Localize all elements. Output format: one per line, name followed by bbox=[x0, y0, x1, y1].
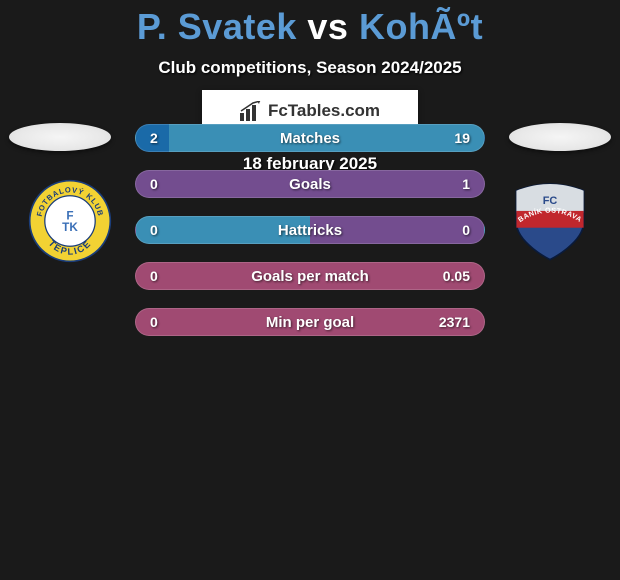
title-sep: vs bbox=[307, 6, 348, 47]
svg-text:FC: FC bbox=[543, 195, 558, 207]
banik-crest-icon: FC BANÍK OSTRAVA bbox=[500, 179, 600, 263]
stat-left-value: 0 bbox=[150, 268, 158, 284]
team-crest-right: FC BANÍK OSTRAVA bbox=[500, 179, 600, 263]
branding-text: FcTables.com bbox=[268, 101, 380, 121]
title-right: KohÃºt bbox=[359, 6, 483, 47]
stat-label: Goals bbox=[136, 176, 484, 193]
infographic-root: P. Svatek vs KohÃºt Club competitions, S… bbox=[0, 0, 620, 580]
chart-icon bbox=[240, 101, 262, 121]
player-photo-left-placeholder bbox=[9, 123, 111, 151]
stat-label: Hattricks bbox=[136, 222, 484, 239]
stat-left-value: 2 bbox=[150, 130, 158, 146]
stat-row: 0Goals1 bbox=[135, 170, 485, 198]
stat-row: 0Hattricks0 bbox=[135, 216, 485, 244]
teplice-crest-icon: FOTBALOVÝ KLUB TEPLICE F TK bbox=[20, 179, 120, 263]
page-title: P. Svatek vs KohÃºt bbox=[0, 0, 620, 48]
stat-row: 2Matches19 bbox=[135, 124, 485, 152]
stat-left-value: 0 bbox=[150, 176, 158, 192]
stat-right-value: 19 bbox=[454, 130, 470, 146]
team-crest-left: FOTBALOVÝ KLUB TEPLICE F TK bbox=[20, 179, 120, 263]
stats-rows: 2Matches190Goals10Hattricks00Goals per m… bbox=[135, 124, 485, 354]
subtitle: Club competitions, Season 2024/2025 bbox=[0, 58, 620, 78]
svg-text:TK: TK bbox=[62, 221, 78, 234]
stat-right-value: 2371 bbox=[439, 314, 470, 330]
stat-row: 0Goals per match0.05 bbox=[135, 262, 485, 290]
stat-left-value: 0 bbox=[150, 314, 158, 330]
stat-row: 0Min per goal2371 bbox=[135, 308, 485, 336]
stat-right-value: 0 bbox=[462, 222, 470, 238]
stat-left-value: 0 bbox=[150, 222, 158, 238]
stat-right-value: 1 bbox=[462, 176, 470, 192]
stat-label: Goals per match bbox=[136, 268, 484, 285]
stat-right-value: 0.05 bbox=[443, 268, 470, 284]
stat-label: Min per goal bbox=[136, 314, 484, 331]
stat-label: Matches bbox=[136, 130, 484, 147]
player-photo-right-placeholder bbox=[509, 123, 611, 151]
title-left: P. Svatek bbox=[137, 6, 297, 47]
